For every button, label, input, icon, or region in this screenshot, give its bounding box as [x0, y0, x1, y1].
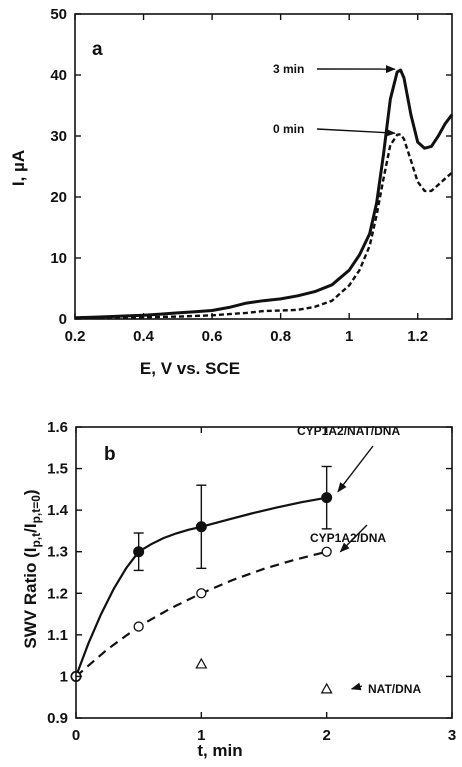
panel-b-y-tick-label: 1.3 [47, 544, 68, 561]
panel-a-y-tick-label: 40 [50, 67, 67, 84]
panel-a-y-tick-label: 30 [50, 128, 67, 145]
panel-b-y-tick-label: 1.5 [47, 461, 68, 478]
panel-a-y-axis-label: I, µA [9, 150, 28, 186]
fit-curve-cyp1a2-nat-dna [74, 496, 327, 677]
series-line-0-min [74, 132, 453, 320]
panel-b-y-tick-label: 1.6 [47, 419, 68, 436]
panel-b-x-tick-label: 2 [322, 727, 330, 744]
annotation-label: 3 min [273, 62, 304, 76]
data-point-cyp1a2-nat-dna [321, 492, 333, 504]
panel-a-series [74, 68, 454, 320]
panel-b-annotations: CYP1A2/NAT/DNA CYP1A2/DNA NAT/DNA [297, 424, 421, 696]
y-label-part: SWV Ratio (I [21, 548, 40, 649]
y-label-subscript: p,t=0 [29, 495, 43, 524]
panel-b-y-tick-label: 0.9 [47, 710, 68, 727]
panel-b-x-tick-label: 1 [197, 727, 205, 744]
panel-b-label: b [104, 444, 116, 465]
panel-a-label: a [92, 39, 103, 60]
panel-a-x-tick-label: 0.8 [270, 328, 291, 345]
panel-a-y-tick-label: 50 [50, 6, 67, 23]
panel-a-y-tick-label: 10 [50, 250, 67, 267]
panel-b-y-tick-label: 1 [60, 668, 68, 685]
panel-b-series [70, 465, 333, 694]
annotation-arrow [337, 445, 374, 493]
panel-a-x-axis-label: E, V vs. SCE [140, 359, 240, 378]
y-label-subscript: p,t [29, 533, 43, 548]
panel-b-x-axis-label: t, min [197, 741, 242, 760]
panel-b-frame [75, 426, 453, 719]
panel-a: 0.2 0.4 0.6 0.8 1 1.2 0 10 20 30 40 50 a E, V vs. S… [9, 6, 454, 378]
panel-a-annotations: 3 min 0 min [273, 62, 396, 137]
panel-b-y-tick-label: 1.4 [47, 502, 69, 519]
y-label-part: ) [21, 489, 40, 495]
data-point-nat-dna [195, 657, 208, 669]
annotation-label: 0 min [273, 122, 304, 136]
panel-b-x-tick-label: 0 [72, 727, 80, 744]
panel-b: 0 1 2 3 0.9 1 1.1 1.2 1.3 1.4 1.5 1.6 b t, min SWV … [21, 419, 456, 760]
panel-b-y-axis-label: SWV Ratio (Ip,t/Ip,t=0) [21, 489, 43, 648]
data-point-cyp1a2-dna [321, 546, 332, 557]
annotation-arrow [350, 682, 363, 691]
data-point-cyp1a2-nat-dna [195, 521, 207, 533]
panel-a-x-tick-label: 1 [345, 328, 353, 345]
data-point-cyp1a2-dna [133, 621, 144, 632]
panel-b-x-tick-label: 3 [448, 727, 456, 744]
panel-b-y-tick-label: 1.1 [47, 627, 68, 644]
data-point-cyp1a2-nat-dna [133, 546, 145, 558]
panel-a-x-tick-label: 0.6 [202, 328, 223, 345]
panel-a-y-tick-label: 20 [50, 189, 67, 206]
panel-a-frame [74, 13, 453, 320]
y-label-part: /I [21, 523, 40, 532]
annotation-label: CYP1A2/DNA [310, 531, 386, 545]
panel-b-ticks: 0 1 2 3 0.9 1 1.1 1.2 1.3 1.4 1.5 1.6 [47, 419, 456, 744]
series-line-3-min [74, 68, 454, 320]
data-point-cyp1a2-dna [196, 588, 207, 599]
panel-b-y-tick-label: 1.2 [47, 585, 68, 602]
annotation-label: NAT/DNA [368, 682, 421, 696]
annotation-arrow [339, 524, 368, 553]
panel-a-x-tick-label: 1.2 [407, 328, 428, 345]
panel-a-ticks: 0.2 0.4 0.6 0.8 1 1.2 0 10 20 30 40 50 [50, 6, 452, 345]
panel-a-x-tick-label: 0.4 [133, 328, 155, 345]
annotation-arrow [316, 128, 396, 137]
annotation-label: CYP1A2/NAT/DNA [297, 424, 400, 438]
data-point-nat-dna [320, 682, 333, 694]
panel-a-x-tick-label: 0.2 [65, 328, 86, 345]
panel-a-y-tick-label: 0 [59, 311, 67, 328]
fit-curve-cyp1a2-dna [75, 550, 327, 678]
